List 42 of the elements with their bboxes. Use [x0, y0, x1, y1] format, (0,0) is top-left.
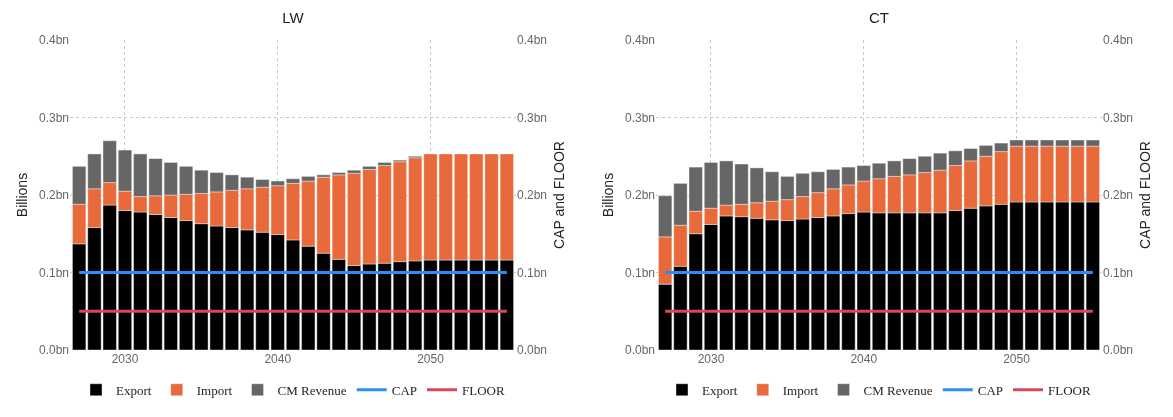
y-tick-label: 0.1bn [38, 265, 69, 280]
y-axis-title: Billions [599, 172, 616, 218]
x-tick-label: 2040 [850, 352, 878, 366]
y-axis-title: Billions [13, 172, 30, 218]
legend-label: Export [116, 382, 152, 398]
legend-label: CM Revenue [863, 382, 933, 398]
y2-tick-label: 0.3bn [1103, 110, 1134, 125]
y-tick-label: 0.4bn [38, 33, 69, 48]
legend-label: Import [196, 382, 233, 398]
x-tick-label: 2030 [111, 352, 139, 366]
y2-tick-label: 0.0bn [517, 343, 548, 358]
y-tick-label: 0.4bn [624, 33, 655, 48]
chart-title: LW [282, 9, 305, 27]
y-tick-label: 0.3bn [624, 110, 655, 125]
x-tick-label: 2050 [417, 352, 445, 366]
y2-axis-title: CAP and FLOOR [1137, 141, 1154, 249]
legend-label: CM Revenue [277, 382, 347, 398]
x-tick-label: 2050 [1003, 352, 1031, 366]
y2-tick-label: 0.1bn [1103, 265, 1134, 280]
y2-tick-label: 0.0bn [1103, 343, 1134, 358]
y2-axis-title: CAP and FLOOR [551, 141, 568, 249]
legend-label: FLOOR [462, 382, 505, 398]
y2-tick-label: 0.2bn [517, 188, 548, 203]
y2-tick-label: 0.3bn [517, 110, 548, 125]
chart-title: CT [869, 9, 889, 27]
y-tick-label: 0.0bn [38, 343, 69, 358]
y2-tick-label: 0.4bn [1103, 33, 1134, 48]
legend-label: Import [782, 382, 819, 398]
x-tick-label: 2040 [264, 352, 292, 366]
y2-tick-label: 0.2bn [1103, 188, 1134, 203]
legend-label: Export [702, 382, 738, 398]
y-tick-label: 0.2bn [624, 188, 655, 203]
y-tick-label: 0.2bn [38, 188, 69, 203]
y2-tick-label: 0.4bn [517, 33, 548, 48]
legend-label: CAP [391, 382, 418, 398]
y-tick-label: 0.1bn [624, 265, 655, 280]
legend-label: FLOOR [1048, 382, 1091, 398]
y-tick-label: 0.0bn [624, 343, 655, 358]
legend-label: CAP [977, 382, 1004, 398]
y2-tick-label: 0.1bn [517, 265, 548, 280]
x-tick-label: 2030 [697, 352, 725, 366]
y-tick-label: 0.3bn [38, 110, 69, 125]
